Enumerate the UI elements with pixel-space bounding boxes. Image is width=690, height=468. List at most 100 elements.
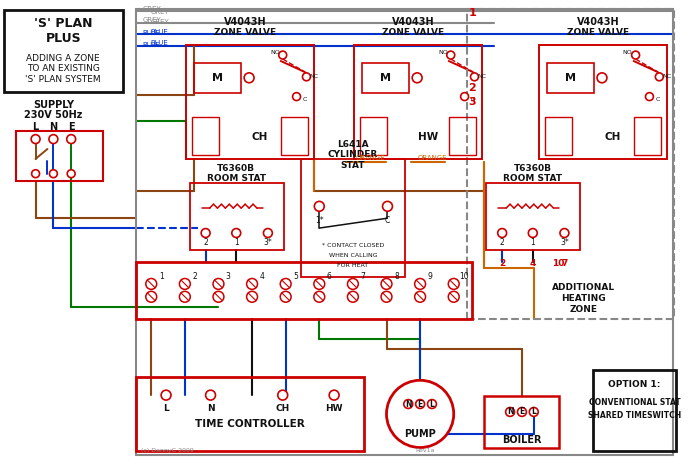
- Text: PUMP: PUMP: [404, 429, 436, 439]
- Bar: [466, 8, 674, 319]
- Circle shape: [146, 292, 157, 302]
- Text: CYLINDER: CYLINDER: [328, 150, 378, 160]
- Text: NO: NO: [270, 50, 279, 55]
- Circle shape: [631, 51, 640, 59]
- Bar: [186, 45, 315, 159]
- Circle shape: [415, 400, 424, 409]
- Circle shape: [213, 278, 224, 289]
- Text: 4: 4: [530, 259, 536, 268]
- Circle shape: [529, 228, 538, 237]
- Bar: [302, 159, 405, 278]
- Circle shape: [415, 278, 426, 289]
- Text: 2: 2: [499, 259, 505, 268]
- Circle shape: [293, 93, 301, 101]
- Text: NC: NC: [477, 74, 487, 80]
- Text: SUPPLY: SUPPLY: [33, 100, 74, 110]
- Bar: [448, 117, 477, 155]
- Text: GREY: GREY: [142, 6, 161, 12]
- Text: 3: 3: [226, 271, 230, 280]
- Text: 8: 8: [394, 271, 399, 280]
- Text: C: C: [302, 97, 306, 102]
- Text: WHEN CALLING: WHEN CALLING: [328, 253, 377, 258]
- Text: (c) DannyC 2009: (c) DannyC 2009: [141, 448, 194, 453]
- Text: C: C: [656, 97, 660, 102]
- Bar: [194, 63, 241, 93]
- Text: CH: CH: [252, 132, 268, 142]
- Text: M: M: [565, 73, 576, 83]
- Circle shape: [315, 201, 324, 211]
- Circle shape: [415, 292, 426, 302]
- Text: * CONTACT CLOSED: * CONTACT CLOSED: [322, 243, 384, 249]
- Circle shape: [67, 170, 75, 178]
- Circle shape: [506, 408, 515, 417]
- Text: C: C: [471, 97, 475, 102]
- Text: 3*: 3*: [264, 238, 273, 248]
- Text: NO: NO: [623, 50, 633, 55]
- Text: ROOM STAT: ROOM STAT: [503, 174, 562, 183]
- Text: Rev1a: Rev1a: [415, 448, 435, 453]
- Circle shape: [278, 390, 288, 400]
- Text: V4043H: V4043H: [224, 17, 266, 28]
- Text: L: L: [32, 122, 39, 132]
- Text: CH: CH: [604, 132, 621, 142]
- Bar: [137, 262, 473, 319]
- Text: BLUE: BLUE: [150, 40, 168, 46]
- Text: 6: 6: [327, 271, 332, 280]
- Circle shape: [161, 390, 171, 400]
- Text: NC: NC: [310, 74, 319, 80]
- Circle shape: [213, 292, 224, 302]
- Bar: [593, 370, 676, 452]
- Bar: [359, 117, 388, 155]
- Text: CH: CH: [275, 404, 290, 413]
- Text: 'S' PLAN: 'S' PLAN: [34, 17, 92, 30]
- Circle shape: [50, 170, 57, 178]
- Text: TIME CONTROLLER: TIME CONTROLLER: [195, 419, 305, 429]
- Text: BLUE: BLUE: [142, 30, 160, 37]
- Circle shape: [448, 278, 459, 289]
- Circle shape: [404, 400, 413, 409]
- Text: L: L: [430, 400, 435, 409]
- Circle shape: [461, 93, 469, 101]
- Bar: [137, 377, 364, 452]
- Text: N: N: [49, 122, 57, 132]
- Text: 10: 10: [552, 259, 564, 268]
- Text: HW: HW: [326, 404, 343, 413]
- Text: ADDING A ZONE: ADDING A ZONE: [26, 53, 100, 63]
- Circle shape: [382, 201, 393, 211]
- Text: GREY: GREY: [142, 17, 161, 23]
- Text: ZONE VALVE: ZONE VALVE: [382, 28, 444, 37]
- Circle shape: [348, 278, 358, 289]
- Circle shape: [412, 73, 422, 83]
- Text: ORANGE: ORANGE: [356, 155, 386, 161]
- Text: CONVENTIONAL STAT: CONVENTIONAL STAT: [589, 397, 680, 407]
- Text: PLUS: PLUS: [46, 32, 81, 45]
- Circle shape: [179, 278, 190, 289]
- Text: 10: 10: [459, 271, 469, 280]
- Bar: [544, 117, 572, 155]
- Text: 2: 2: [193, 271, 197, 280]
- Circle shape: [206, 390, 215, 400]
- Text: TO AN EXISTING: TO AN EXISTING: [27, 65, 99, 73]
- Circle shape: [529, 408, 538, 417]
- Circle shape: [329, 390, 339, 400]
- Text: M: M: [212, 73, 223, 83]
- Bar: [281, 117, 308, 155]
- Circle shape: [428, 400, 436, 409]
- Bar: [137, 8, 673, 455]
- Text: E: E: [417, 400, 423, 409]
- Text: 4: 4: [259, 271, 264, 280]
- Text: 1: 1: [234, 238, 239, 248]
- Bar: [16, 131, 103, 181]
- Circle shape: [386, 380, 454, 447]
- Text: 3: 3: [469, 96, 476, 107]
- Text: ADDITIONAL: ADDITIONAL: [551, 283, 615, 292]
- Text: M: M: [380, 73, 391, 83]
- Text: 2: 2: [500, 238, 504, 248]
- Text: OPTION 1:: OPTION 1:: [609, 380, 661, 389]
- Text: N: N: [507, 408, 513, 417]
- Circle shape: [280, 292, 291, 302]
- Circle shape: [232, 228, 241, 237]
- Text: T6360B: T6360B: [514, 164, 552, 173]
- Circle shape: [32, 170, 39, 178]
- Text: ROOM STAT: ROOM STAT: [207, 174, 266, 183]
